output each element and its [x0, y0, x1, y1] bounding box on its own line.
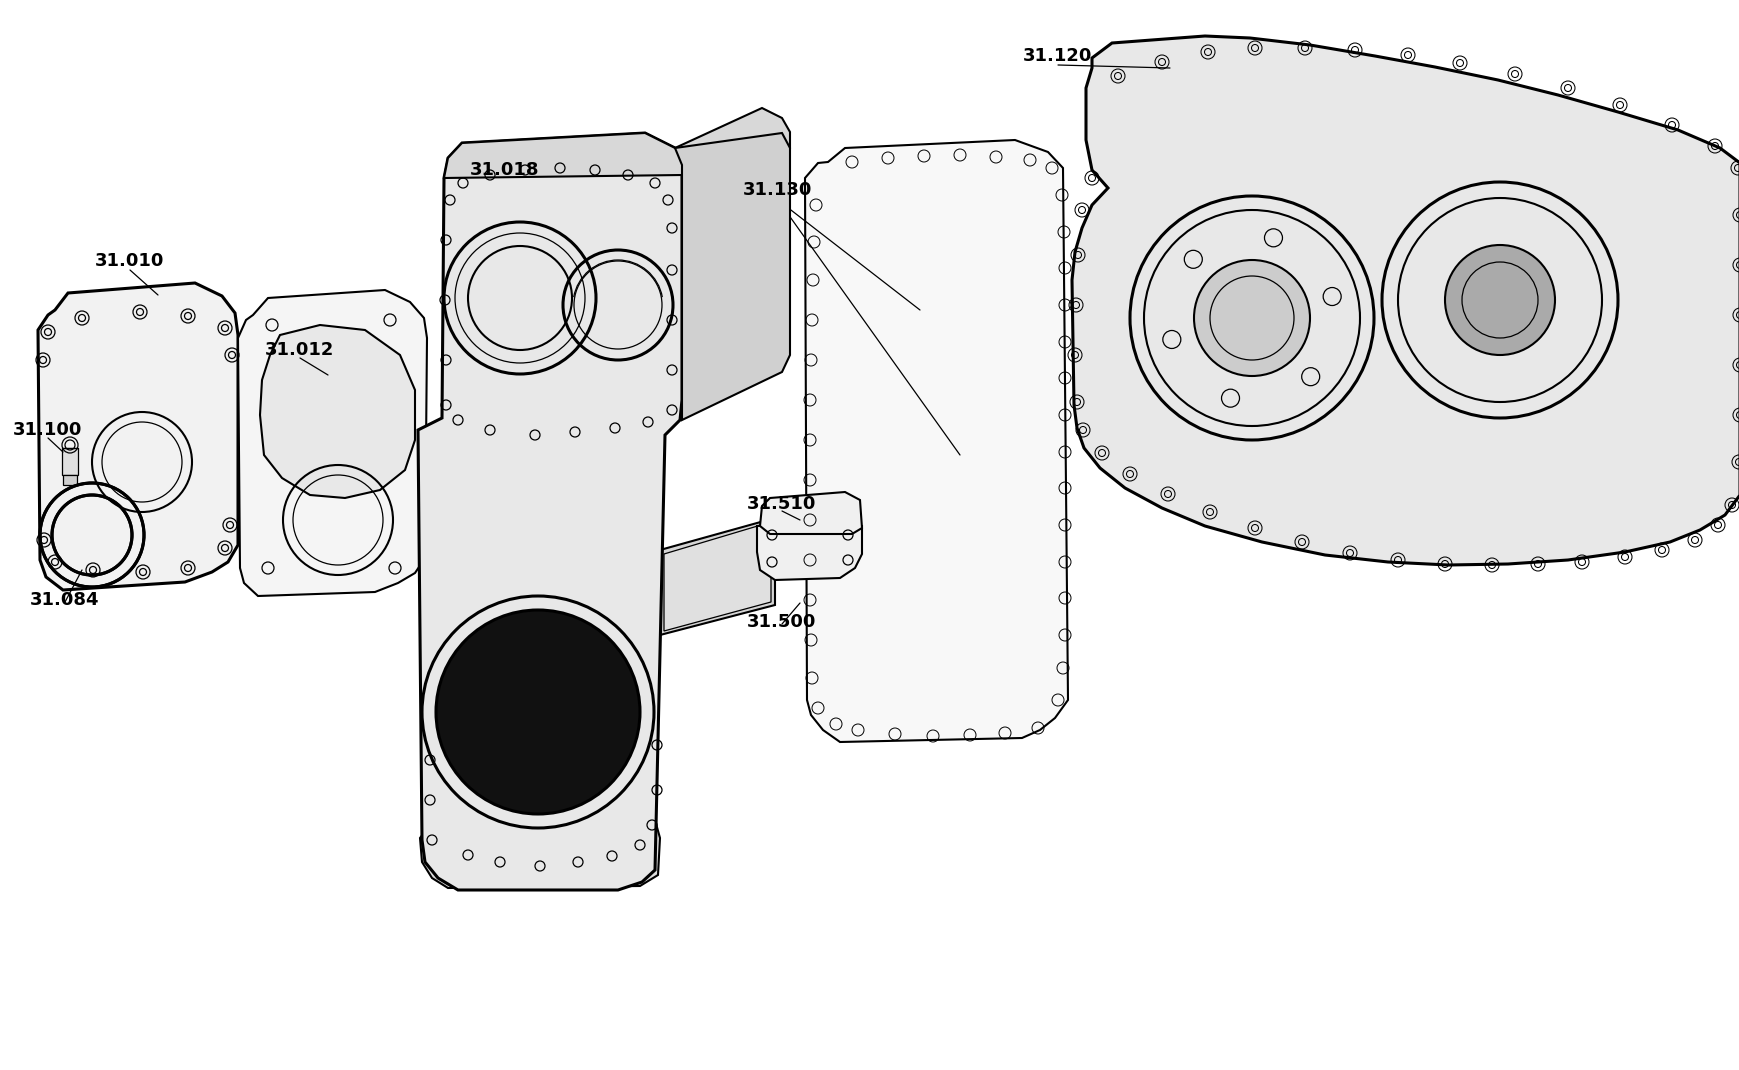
Polygon shape	[659, 518, 774, 635]
Text: 31.510: 31.510	[746, 495, 816, 513]
Polygon shape	[805, 140, 1068, 742]
Polygon shape	[464, 147, 619, 175]
Polygon shape	[63, 475, 77, 485]
Polygon shape	[238, 290, 426, 596]
Text: 31.100: 31.100	[14, 421, 83, 439]
Polygon shape	[417, 133, 682, 890]
Text: 31.500: 31.500	[746, 613, 816, 631]
Text: 31.130: 31.130	[743, 181, 812, 199]
Text: 31.018: 31.018	[470, 160, 539, 179]
Polygon shape	[468, 228, 534, 248]
Polygon shape	[443, 108, 790, 178]
Polygon shape	[259, 325, 416, 498]
Text: 31.010: 31.010	[96, 253, 165, 270]
Polygon shape	[63, 448, 78, 475]
Circle shape	[1193, 260, 1309, 376]
Polygon shape	[664, 522, 770, 631]
Circle shape	[436, 610, 640, 814]
Polygon shape	[419, 808, 659, 888]
Text: 31.120: 31.120	[1023, 47, 1092, 65]
Circle shape	[1443, 245, 1555, 355]
Polygon shape	[756, 520, 861, 580]
Polygon shape	[38, 282, 238, 590]
Polygon shape	[760, 492, 861, 534]
Text: 31.012: 31.012	[264, 341, 334, 360]
Polygon shape	[624, 147, 664, 170]
Polygon shape	[1071, 36, 1739, 565]
Text: 31.084: 31.084	[30, 591, 99, 609]
Polygon shape	[675, 133, 790, 421]
